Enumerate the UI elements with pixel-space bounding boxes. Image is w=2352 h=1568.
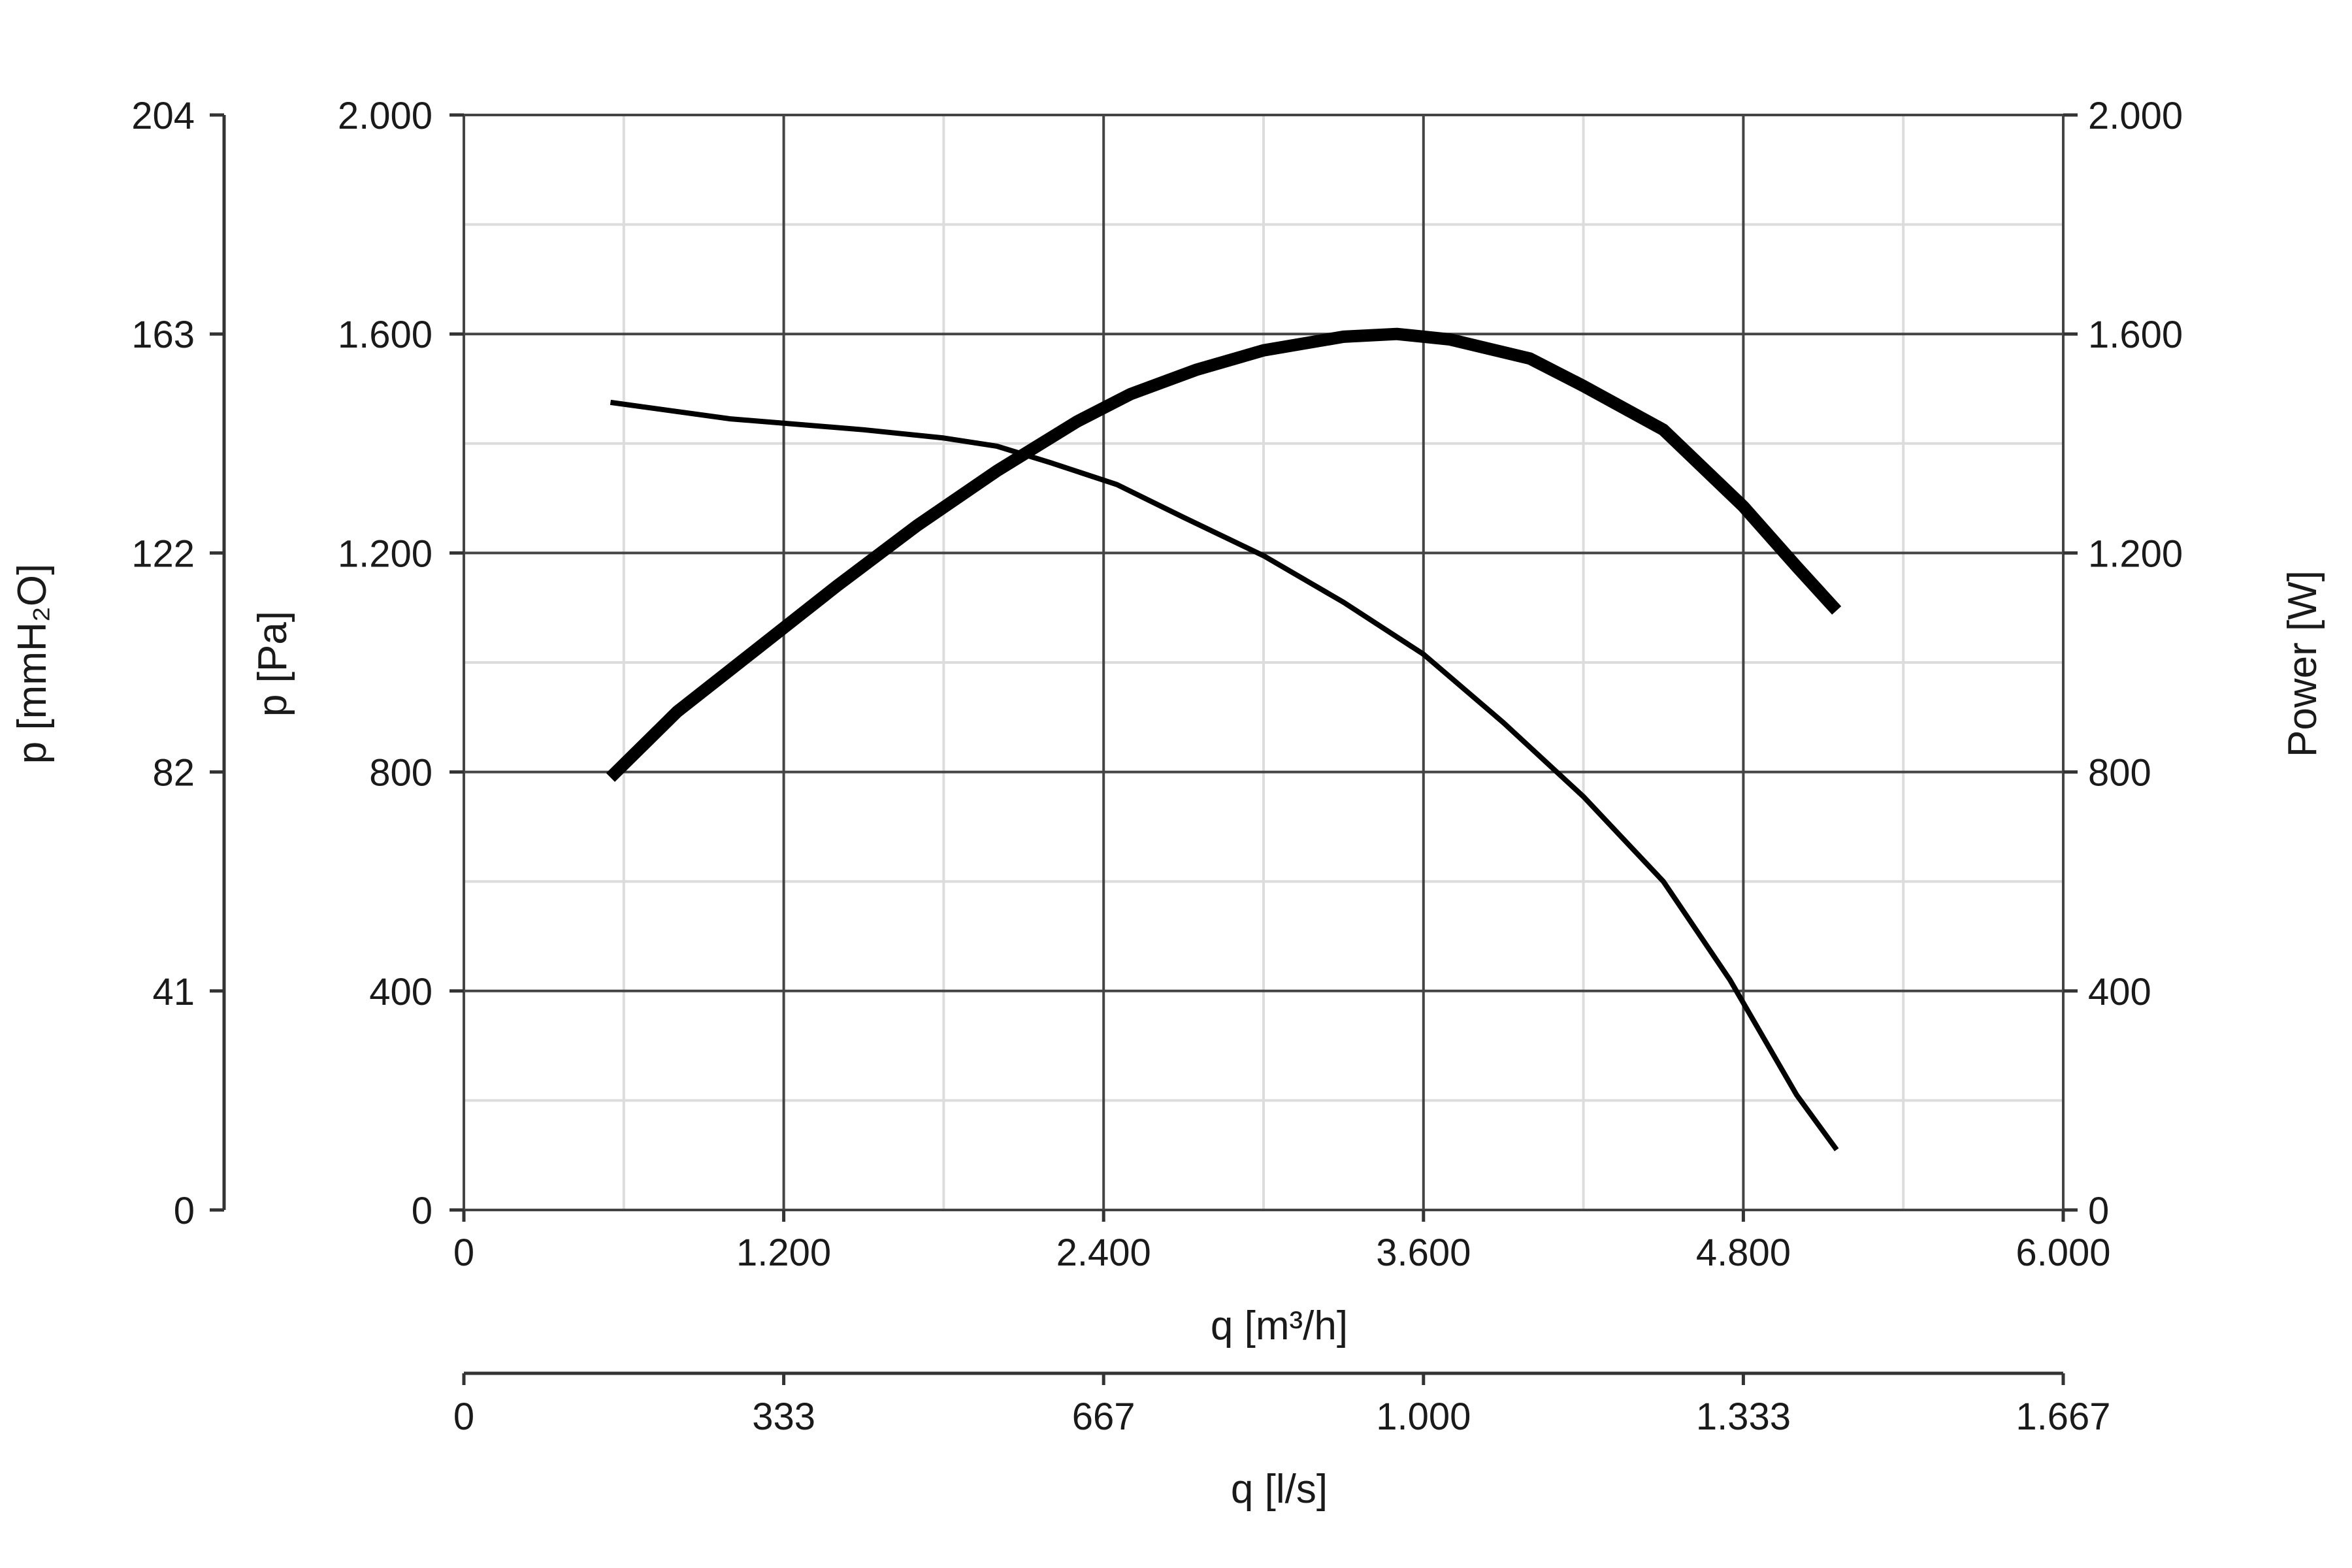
x-tick-label: 4.800 xyxy=(1696,1232,1791,1274)
power-curve xyxy=(606,327,1842,782)
y-right-tick-label: 1.600 xyxy=(2088,314,2183,356)
y-right-tick-label: 2.000 xyxy=(2088,95,2183,137)
y-outer-tick-label: 0 xyxy=(174,1190,195,1232)
x-tick-label: 1.200 xyxy=(736,1232,831,1274)
y-outer-tick-label: 41 xyxy=(152,971,195,1013)
x-secondary-axis-title: q [l/s] xyxy=(1231,1467,1328,1512)
x-tick-label: 2.400 xyxy=(1056,1232,1151,1274)
y-right-tick-label: 800 xyxy=(2088,752,2151,794)
y-tick-label: 1.600 xyxy=(338,314,433,356)
minor-gridlines xyxy=(464,115,2063,1210)
x-secondary-tick-label: 0 xyxy=(453,1396,474,1438)
y-outer-tick-label: 163 xyxy=(131,314,195,356)
y-right-tick-label: 0 xyxy=(2088,1190,2109,1232)
x-tick-label: 0 xyxy=(453,1232,474,1274)
y-outer-tick-label: 122 xyxy=(131,532,195,575)
x-tick-label: 3.600 xyxy=(1376,1232,1471,1274)
pressure-curve xyxy=(610,399,1839,1152)
y-tick-label: 0 xyxy=(412,1190,433,1232)
y-right-axis-title: Power [W] xyxy=(2280,570,2325,757)
x-tick-label: 6.000 xyxy=(2016,1232,2110,1274)
y-right-tick-label: 1.200 xyxy=(2088,532,2183,575)
y-outer-axis-title: p [mmH₂O] xyxy=(10,564,55,764)
y-tick-label: 800 xyxy=(369,752,433,794)
axes xyxy=(210,113,2078,1385)
x-secondary-tick-label: 333 xyxy=(752,1396,815,1438)
x-secondary-tick-label: 1.000 xyxy=(1376,1396,1471,1438)
x-secondary-tick-label: 1.667 xyxy=(2016,1396,2110,1438)
y-tick-label: 2.000 xyxy=(338,95,433,137)
major-gridlines xyxy=(463,114,2065,1211)
y-tick-label: 400 xyxy=(369,971,433,1013)
x-secondary-tick-label: 667 xyxy=(1072,1396,1135,1438)
y-outer-tick-label: 204 xyxy=(131,95,195,137)
x-axis-title: q [m³/h] xyxy=(1211,1303,1348,1348)
y-right-tick-label: 400 xyxy=(2088,971,2151,1013)
x-secondary-tick-label: 1.333 xyxy=(1696,1396,1791,1438)
y-tick-label: 1.200 xyxy=(338,532,433,575)
y-outer-tick-label: 82 xyxy=(152,752,195,794)
data-curves xyxy=(606,327,1842,1152)
y-axis-title: p [Pa] xyxy=(250,611,295,717)
